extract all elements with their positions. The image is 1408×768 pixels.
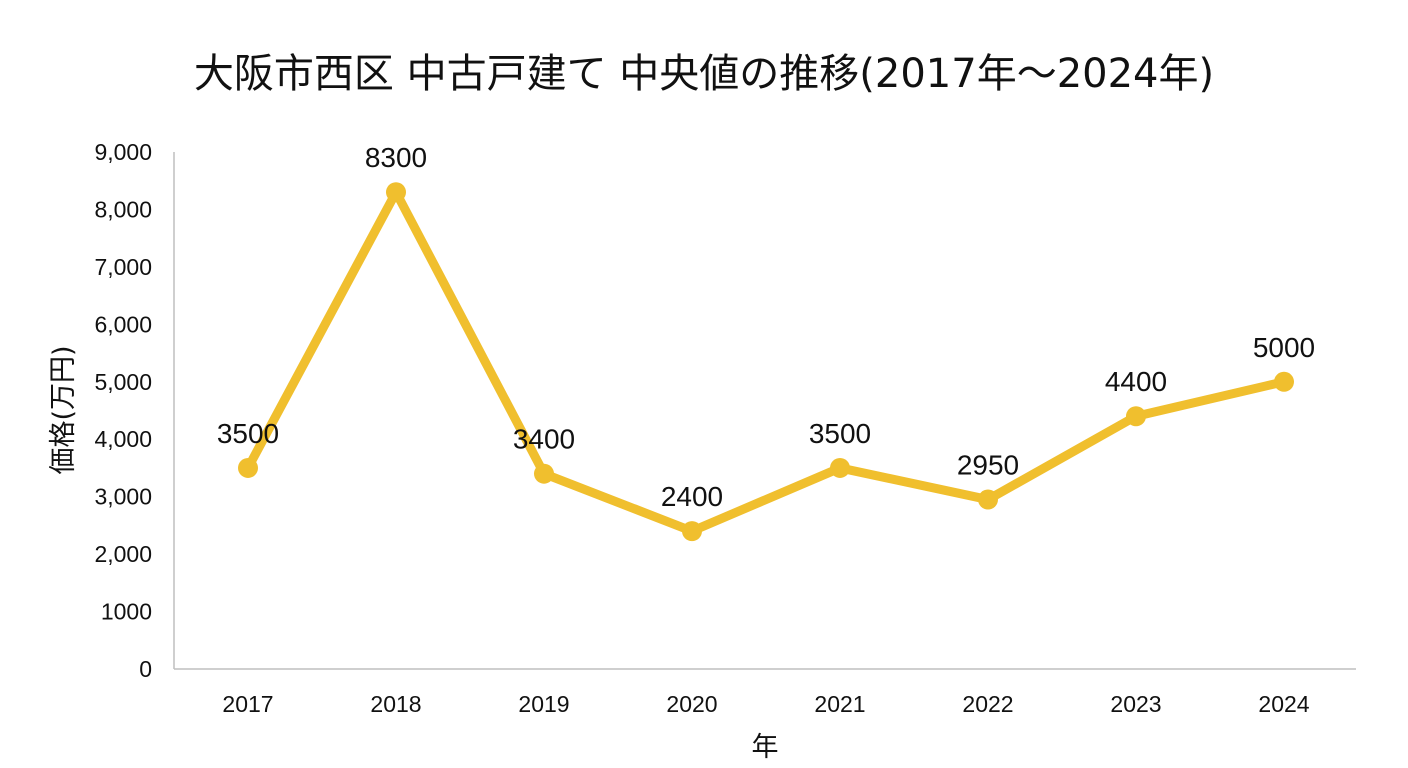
y-tick-labels: 0 1000 2,000 3,000 4,000 5,000 6,000 7,000 8,000…: [94, 139, 152, 682]
x-tick-label: 2024: [1258, 691, 1309, 717]
y-tick-label: 3,000: [94, 484, 152, 510]
data-label: 2950: [957, 450, 1019, 481]
x-tick-label: 2017: [222, 691, 273, 717]
y-tick-label: 0: [139, 656, 152, 682]
chart-title: 大阪市西区 中古戸建て 中央値の推移(2017年～2024年): [194, 51, 1214, 97]
x-tick-label: 2023: [1110, 691, 1161, 717]
data-point: [1274, 371, 1294, 392]
data-label: 8300: [365, 142, 427, 173]
series-line: [243, 187, 1289, 536]
y-axis-label: 価格(万円): [48, 345, 79, 474]
data-points: [238, 182, 1294, 542]
y-tick-label: 5,000: [94, 369, 152, 395]
series-polyline: [243, 187, 1289, 536]
data-label: 4400: [1105, 366, 1167, 397]
data-labels: 3500 8300 3400 2400 3500 2950 4400 5000: [217, 142, 1315, 512]
y-tick-label: 6,000: [94, 311, 152, 337]
data-point: [238, 457, 258, 478]
x-tick-label: 2018: [370, 691, 421, 717]
y-tick-label: 2,000: [94, 541, 152, 567]
data-point: [386, 182, 406, 203]
data-point: [682, 521, 702, 542]
data-label: 3500: [809, 418, 871, 449]
x-tick-label: 2021: [814, 691, 865, 717]
data-label: 5000: [1253, 332, 1315, 363]
x-tick-label: 2019: [518, 691, 569, 717]
x-axis-label: 年: [752, 732, 779, 763]
x-tick-label: 2020: [666, 691, 717, 717]
y-tick-label: 9,000: [94, 139, 152, 165]
y-tick-label: 1000: [101, 599, 152, 625]
data-point: [534, 463, 554, 484]
data-point: [978, 489, 998, 510]
data-label: 3400: [513, 424, 575, 455]
x-tick-label: 2022: [962, 691, 1013, 717]
y-tick-label: 8,000: [94, 196, 152, 222]
x-tick-labels: 2017 2018 2019 2020 2021 2022 2023 2024: [222, 691, 1309, 717]
y-tick-label: 7,000: [94, 254, 152, 280]
data-label: 3500: [217, 418, 279, 449]
data-point: [1126, 406, 1146, 427]
data-label: 2400: [661, 481, 723, 512]
y-tick-label: 4,000: [94, 426, 152, 452]
data-point: [830, 457, 850, 478]
